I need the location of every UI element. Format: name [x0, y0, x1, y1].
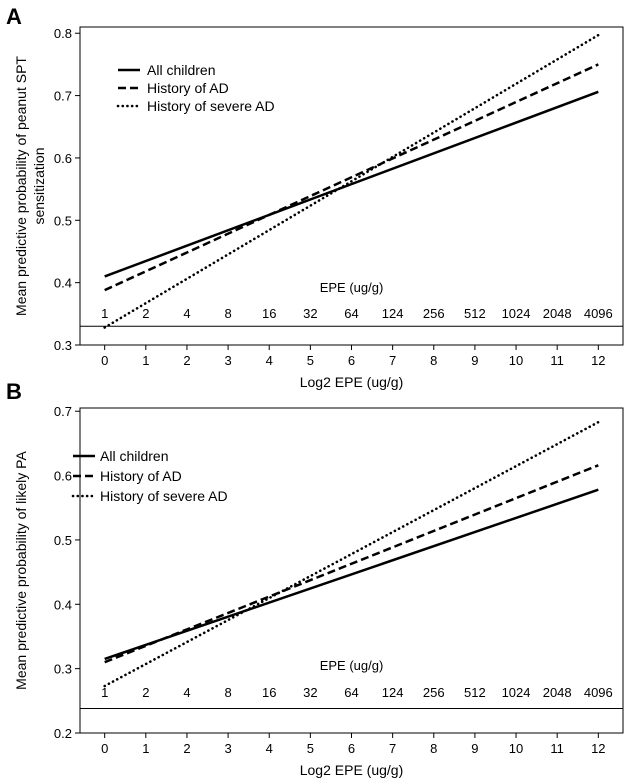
- x-tick-label: 8: [430, 353, 437, 368]
- legend: All children History of AD History of seve…: [71, 448, 228, 504]
- epe-axis-title: EPE (ug/g): [320, 280, 384, 295]
- legend: All children History of AD History of seve…: [116, 62, 275, 114]
- x-tick-label: 3: [224, 353, 231, 368]
- epe-tick-label: 2: [142, 685, 149, 700]
- epe-tick-label: 124: [382, 306, 404, 321]
- series-line-dashed: [104, 464, 599, 664]
- panel-letter: B: [6, 379, 22, 404]
- series-line-solid: [104, 488, 599, 661]
- epe-tick-label: 2048: [543, 685, 572, 700]
- epe-tick-label: 256: [423, 306, 445, 321]
- x-tick-label: 4: [266, 353, 273, 368]
- epe-tick-label: 1: [101, 685, 108, 700]
- x-tick-label: 10: [509, 741, 523, 756]
- x-axis-title: Log2 EPE (ug/g): [300, 762, 404, 778]
- epe-tick-label: 1024: [502, 306, 531, 321]
- epe-tick-label: 8: [224, 306, 231, 321]
- y-tick-label: 0.6: [54, 151, 72, 166]
- y-axis-title-line2: sensitization: [31, 147, 47, 224]
- y-tick-label: 0.5: [54, 533, 72, 548]
- x-tick-label: 12: [591, 353, 605, 368]
- x-tick-label: 2: [183, 353, 190, 368]
- legend-label: All children: [147, 62, 215, 78]
- epe-tick-label: 512: [464, 306, 486, 321]
- epe-tick-label: 2048: [543, 306, 572, 321]
- epe-tick-label: 4096: [584, 306, 613, 321]
- y-tick-label: 0.3: [54, 662, 72, 677]
- x-tick-label: 7: [389, 353, 396, 368]
- epe-axis-title: EPE (ug/g): [320, 658, 384, 673]
- x-tick-label: 5: [307, 353, 314, 368]
- epe-tick-label: 4: [183, 685, 190, 700]
- series-line-dashed: [104, 63, 599, 292]
- epe-tick-label: 1024: [502, 685, 531, 700]
- y-tick-label: 0.7: [54, 89, 72, 104]
- y-tick-label: 0.8: [54, 26, 72, 41]
- chart-panel-b: B0.20.30.40.50.60.70 1 2 3 4 5 6 7 8 9 10 11 12Log2 …: [6, 379, 624, 778]
- x-tick-label: 9: [471, 741, 478, 756]
- epe-tick-label: 1: [101, 306, 108, 321]
- x-tick-label: 12: [591, 741, 605, 756]
- series-line-solid: [104, 90, 599, 278]
- epe-tick-label: 4: [183, 306, 190, 321]
- y-tick-label: 0.3: [54, 338, 72, 353]
- epe-tick-label: 32: [303, 306, 317, 321]
- y-tick-label: 0.7: [54, 404, 72, 419]
- x-tick-label: 6: [348, 741, 355, 756]
- epe-tick-label: 124: [382, 685, 404, 700]
- x-tick-label: 6: [348, 353, 355, 368]
- legend-label: History of AD: [100, 468, 182, 484]
- y-axis-title: Mean predictive probability of likely PA: [13, 451, 29, 690]
- x-tick-label: 7: [389, 741, 396, 756]
- y-tick-label: 0.6: [54, 469, 72, 484]
- x-tick-label: 0: [101, 353, 108, 368]
- x-tick-label: 8: [430, 741, 437, 756]
- x-tick-label: 2: [183, 741, 190, 756]
- x-tick-label: 9: [471, 353, 478, 368]
- epe-tick-label: 64: [344, 306, 358, 321]
- x-tick-label: 1: [142, 353, 149, 368]
- epe-tick-label: 256: [423, 685, 445, 700]
- x-tick-label: 3: [224, 741, 231, 756]
- y-tick-label: 0.2: [54, 726, 72, 741]
- legend-label: History of AD: [147, 80, 229, 96]
- epe-tick-label: 16: [262, 685, 276, 700]
- y-tick-label: 0.4: [54, 597, 72, 612]
- legend-label: History of severe AD: [147, 98, 275, 114]
- series-line-dotted: [103, 420, 600, 688]
- series-line-dotted: [103, 33, 600, 329]
- chart-panel-a: A0.30.40.50.60.70.80 1 2 3 4 5 6 7 8 9 10 11 12Log2 …: [6, 4, 624, 390]
- x-tick-label: 5: [307, 741, 314, 756]
- epe-tick-label: 32: [303, 685, 317, 700]
- x-tick-label: 4: [266, 741, 273, 756]
- y-tick-label: 0.5: [54, 213, 72, 228]
- x-tick-label: 11: [550, 353, 564, 368]
- epe-tick-label: 64: [344, 685, 358, 700]
- y-axis-title: Mean predictive probability of peanut SP…: [13, 56, 29, 316]
- epe-tick-label: 16: [262, 306, 276, 321]
- x-axis-title: Log2 EPE (ug/g): [300, 374, 404, 390]
- y-tick-label: 0.4: [54, 276, 72, 291]
- legend-label: History of severe AD: [100, 488, 228, 504]
- epe-tick-label: 8: [224, 685, 231, 700]
- x-tick-label: 10: [509, 353, 523, 368]
- x-tick-label: 1: [142, 741, 149, 756]
- x-tick-label: 0: [101, 741, 108, 756]
- epe-tick-label: 4096: [584, 685, 613, 700]
- legend-label: All children: [100, 448, 168, 464]
- panel-letter: A: [6, 4, 22, 29]
- epe-tick-label: 512: [464, 685, 486, 700]
- x-tick-label: 11: [550, 741, 564, 756]
- epe-tick-label: 2: [142, 306, 149, 321]
